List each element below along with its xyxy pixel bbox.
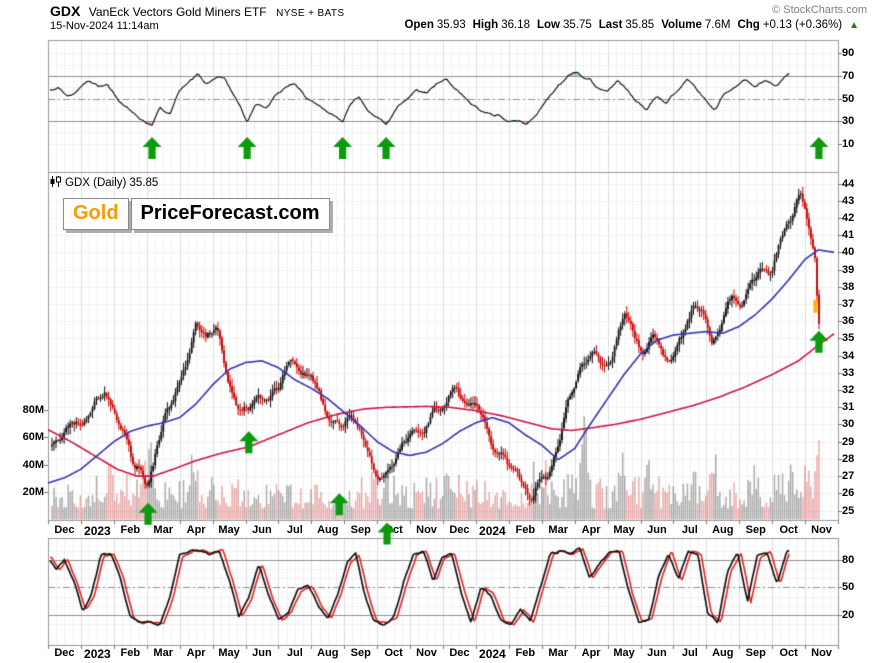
logo-watermark: Gold PriceForecast.com [63, 198, 330, 230]
main-chart-label-text: GDX (Daily) 35.85 [65, 177, 159, 189]
candlestick-icon [50, 176, 61, 187]
logo-gold-text: Gold [63, 198, 129, 230]
main-chart-label: GDX (Daily) 35.85 [50, 176, 158, 189]
logo-priceforecast-text: PriceForecast.com [130, 198, 330, 230]
